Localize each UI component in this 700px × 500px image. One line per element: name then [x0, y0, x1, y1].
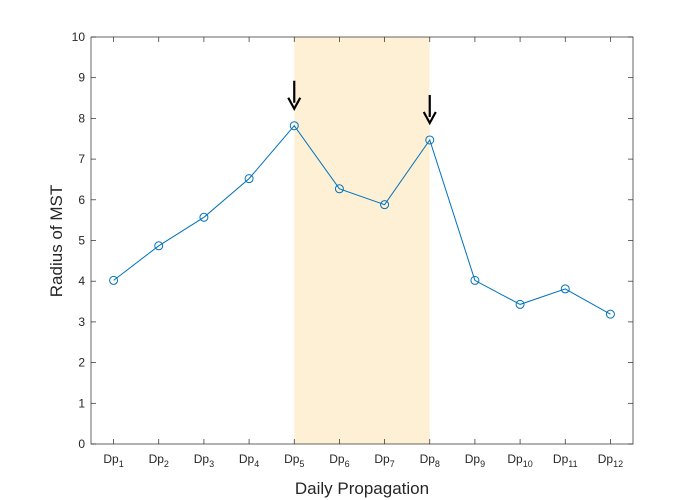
arrow-layer [287, 80, 437, 126]
data-point [154, 241, 164, 251]
x-axis-label: Daily Propagation [295, 479, 429, 498]
arrow-head [422, 111, 437, 126]
tick-labels: 0 1 2 3 4 5 6 7 8 9 10 Dp1 Dp2 Dp3 Dp4 Dp5 Dp6 Dp7 Dp8 Dp9 D… [72, 30, 623, 469]
axis-ticks [91, 36, 633, 445]
x-tick-label: Dp1 [103, 452, 123, 469]
highlight-band [294, 37, 430, 444]
x-tick-label: Dp5 [284, 452, 304, 469]
x-tick-label: Dp10 [507, 452, 532, 469]
series-line [113, 124, 611, 315]
x-tick-label: Dp12 [598, 452, 623, 469]
y-tick-label: 9 [78, 71, 85, 85]
data-point [560, 284, 570, 294]
y-tick-label: 10 [72, 30, 86, 44]
annotation-arrow [422, 94, 437, 126]
data-point [380, 200, 390, 210]
data-point [289, 121, 299, 131]
x-tick-label: Dp9 [465, 452, 485, 469]
data-point [109, 275, 119, 285]
data-point [605, 309, 615, 319]
y-tick-label: 4 [78, 274, 85, 288]
y-tick-label: 2 [78, 356, 85, 370]
y-tick-label: 7 [78, 152, 85, 166]
y-tick-label: 5 [78, 234, 85, 248]
y-tick-label: 8 [78, 111, 85, 125]
y-axis-label: Radius of MST [47, 185, 66, 297]
series-layer [109, 121, 615, 319]
highlight-layer [294, 37, 430, 444]
data-point [334, 184, 344, 194]
arrow-head [287, 97, 302, 112]
y-tick-label: 6 [78, 193, 85, 207]
data-point [244, 174, 254, 184]
data-point [199, 212, 209, 222]
y-tick-label: 1 [78, 396, 85, 410]
y-tick-label: 0 [78, 437, 85, 451]
x-tick-label: Dp8 [420, 452, 440, 469]
data-point [470, 275, 480, 285]
data-point [515, 299, 525, 309]
y-tick-label: 3 [78, 315, 85, 329]
x-tick-label: Dp4 [239, 452, 259, 469]
x-tick-label: Dp7 [374, 452, 394, 469]
x-tick-label: Dp6 [329, 452, 349, 469]
x-tick-label: Dp3 [194, 452, 214, 469]
annotation-arrow [287, 80, 302, 112]
x-tick-label: Dp2 [149, 452, 169, 469]
x-tick-label: Dp11 [553, 452, 578, 469]
data-point [425, 135, 435, 145]
